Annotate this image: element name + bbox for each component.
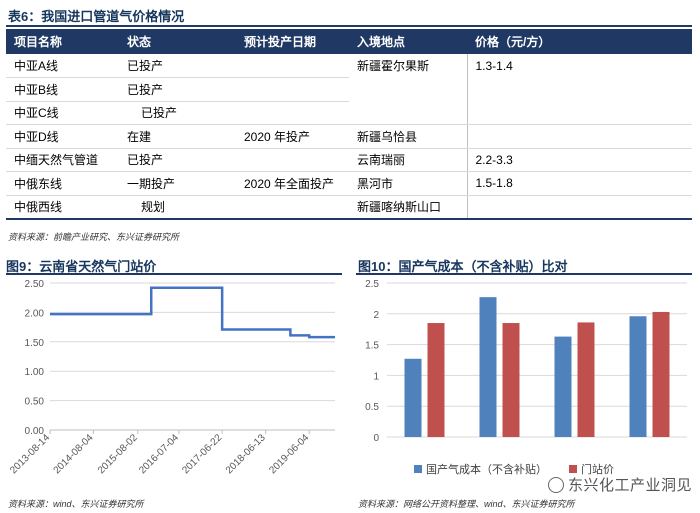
legend-swatch xyxy=(414,465,422,473)
watermark: 东兴化工产业洞见 xyxy=(547,474,692,495)
x-tick-label: 2017-06-22 xyxy=(180,432,224,476)
cell-status: 已投产 xyxy=(119,101,236,125)
cell-date xyxy=(236,54,349,78)
table-source: 资料来源：前瞻产业研究、东兴证券研究所 xyxy=(8,232,180,242)
bar xyxy=(502,323,520,437)
y-tick-label: 0.50 xyxy=(25,397,45,408)
cell-date: 2020 年投产 xyxy=(236,124,349,149)
table-row: 中亚B线 已投产 xyxy=(6,77,692,102)
yunnan-gate-price-chart: 0.00 0.50 1.00 1.50 2.00 2.50 2013-08-14 2014-0… xyxy=(8,279,335,476)
table-row: 中亚A线 已投产 新疆霍尔果斯 1.3-1.4 xyxy=(6,54,692,78)
price-line xyxy=(50,286,335,339)
y-tick-label: 2 xyxy=(373,310,379,321)
y-tick-label: 1.50 xyxy=(25,338,45,349)
cell-entry: 黑河市 xyxy=(349,171,468,196)
cell-project: 中亚C线 xyxy=(6,101,119,125)
y-tick-label: 2.5 xyxy=(365,279,379,290)
y-tick-label: 2.50 xyxy=(25,279,45,290)
table-row: 中亚D线 在建 2020 年投产 新疆乌恰县 xyxy=(6,124,692,149)
cell-project: 中亚A线 xyxy=(6,54,119,78)
cell-entry: 新疆喀纳斯山口 xyxy=(349,195,468,220)
y-tick-label: 2.00 xyxy=(25,308,45,319)
bar xyxy=(652,311,670,437)
cell-price xyxy=(467,195,692,220)
wechat-icon xyxy=(547,477,564,494)
table-title-rule xyxy=(6,25,692,27)
cell-project: 中俄东线 xyxy=(6,171,119,196)
cell-project: 中缅天然气管道 xyxy=(6,148,119,172)
cell-entry xyxy=(349,101,468,125)
y-tick-label: 0 xyxy=(373,433,379,444)
x-tick-label: 2016-07-04 xyxy=(137,432,181,476)
y-tick-label: 1.5 xyxy=(365,341,379,352)
legend-label: 门站价 xyxy=(581,462,614,476)
gas-cost-comparison-chart: 0 0.5 1 1.5 2 2.5 国产气成本（不含补贴） 门站价 xyxy=(365,279,687,476)
cell-status: 已投产 xyxy=(119,54,236,78)
x-tick-label: 2013-08-14 xyxy=(8,432,52,476)
left-chart-rule xyxy=(6,273,342,275)
y-tick-label: 1.00 xyxy=(25,367,45,378)
table-row: 中亚C线 已投产 xyxy=(6,101,692,125)
cell-date xyxy=(236,101,349,125)
header-price: 价格（元/方） xyxy=(467,29,692,54)
gas-price-table: 项目名称 状态 预计投产日期 入境地点 价格（元/方） 中亚A线 已投产 新疆霍… xyxy=(6,29,692,220)
cell-entry xyxy=(349,77,468,101)
header-status: 状态 xyxy=(119,29,236,54)
cell-entry: 新疆乌恰县 xyxy=(349,124,468,149)
cell-date xyxy=(236,77,349,102)
cell-status: 在建 xyxy=(119,124,236,149)
right-chart-rule xyxy=(356,273,692,275)
header-entry: 入境地点 xyxy=(349,29,467,54)
table-title: 表6：我国进口管道气价格情况 xyxy=(8,9,185,24)
left-chart-source: 资料来源：wind、东兴证券研究所 xyxy=(8,499,144,509)
cell-project: 中亚B线 xyxy=(6,77,119,102)
right-chart-title: 图10：国产气成本（不含补贴）比对 xyxy=(358,259,568,274)
bar xyxy=(479,297,497,437)
bar xyxy=(404,358,422,437)
x-tick-label: 2018-06-13 xyxy=(224,432,268,476)
left-chart-title: 图9：云南省天然气门站价 xyxy=(6,259,157,274)
cell-date: 2020 年全面投产 xyxy=(236,171,349,196)
legend-swatch xyxy=(569,465,577,473)
x-tick-label: 2019-06-04 xyxy=(267,432,311,476)
cell-status: 已投产 xyxy=(119,77,236,102)
bar xyxy=(629,316,647,437)
cell-price: 2.2-3.3 xyxy=(467,148,692,172)
x-tick-label: 2015-08-02 xyxy=(96,432,140,476)
cell-status: 已投产 xyxy=(119,148,236,172)
table-header-row: 项目名称 状态 预计投产日期 入境地点 价格（元/方） xyxy=(6,29,692,54)
x-tick-label: 2014-08-04 xyxy=(52,432,96,476)
y-tick-label: 0.5 xyxy=(365,402,379,413)
cell-entry: 云南瑞丽 xyxy=(349,148,468,172)
legend-label: 国产气成本（不含补贴） xyxy=(426,462,547,476)
table-row: 中俄东线 一期投产 2020 年全面投产 黑河市 1.5-1.8 xyxy=(6,171,692,196)
cell-status: 一期投产 xyxy=(119,171,236,196)
header-project: 项目名称 xyxy=(6,29,119,54)
cell-project: 中亚D线 xyxy=(6,124,119,149)
cell-entry: 新疆霍尔果斯 xyxy=(349,54,468,78)
cell-date xyxy=(236,148,349,172)
y-tick-label: 0.00 xyxy=(25,426,45,437)
table-row: 中俄西线 规划 新疆喀纳斯山口 xyxy=(6,195,692,220)
cell-status: 规划 xyxy=(119,195,236,220)
y-tick-label: 1 xyxy=(373,371,379,382)
table-row: 中缅天然气管道 已投产 云南瑞丽 2.2-3.3 xyxy=(6,148,692,172)
watermark-text: 东兴化工产业洞见 xyxy=(567,477,692,494)
bar xyxy=(577,322,595,437)
header-date: 预计投产日期 xyxy=(236,29,349,54)
cell-price: 1.5-1.8 xyxy=(467,171,692,196)
cell-price: 1.3-1.4 xyxy=(475,58,513,73)
bar xyxy=(427,323,445,437)
cell-price xyxy=(467,124,692,149)
right-chart-source: 资料来源：网络公开资料整理、wind、东兴证券研究所 xyxy=(358,499,575,509)
cell-project: 中俄西线 xyxy=(6,195,119,220)
bar xyxy=(554,336,572,437)
cell-price xyxy=(467,101,692,125)
cell-date xyxy=(236,195,349,220)
cell-price xyxy=(467,78,692,102)
